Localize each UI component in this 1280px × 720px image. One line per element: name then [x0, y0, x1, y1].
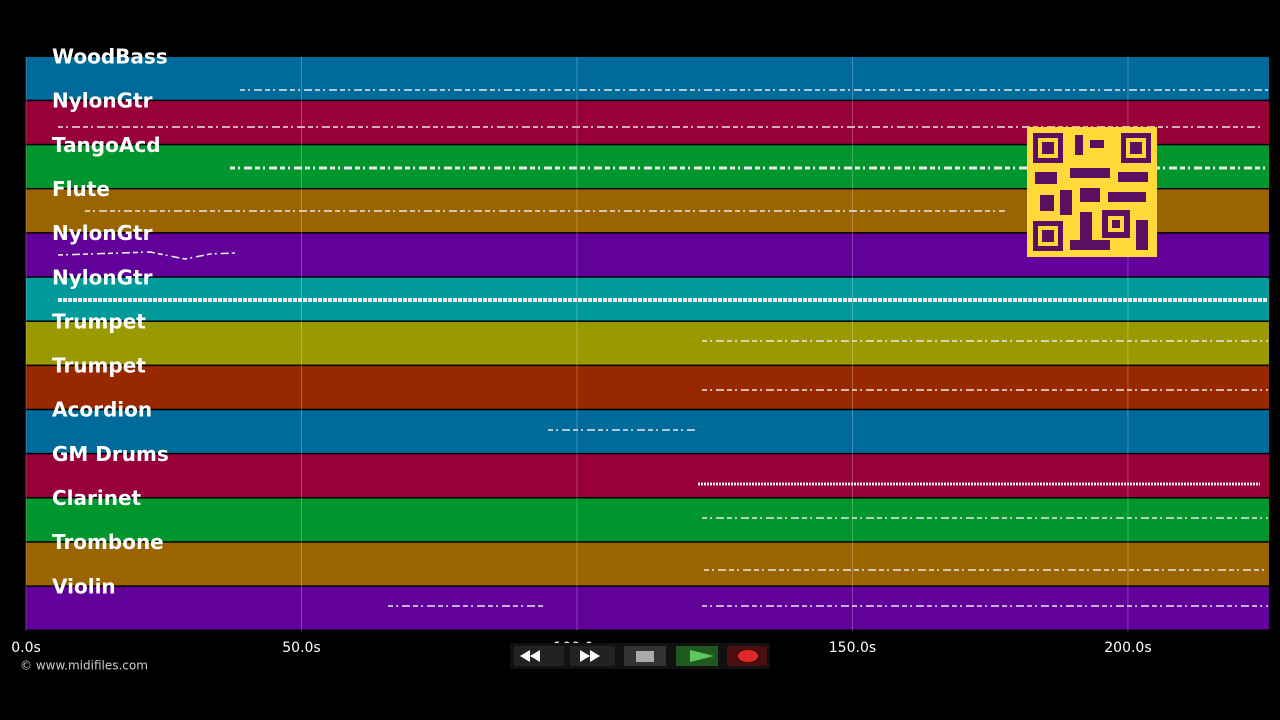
track-name: Trumpet: [52, 354, 146, 378]
track-name: Flute: [52, 177, 110, 201]
forward-button[interactable]: [570, 646, 615, 666]
track-name: Violin: [52, 574, 116, 598]
play-button[interactable]: [676, 646, 718, 666]
track-name: NylonGtr: [52, 89, 153, 113]
track-name: Trumpet: [52, 309, 146, 333]
time-tick-label: 50.0s: [282, 640, 320, 656]
track-name: WoodBass: [52, 45, 168, 69]
track-row: [26, 321, 1269, 365]
track-name: NylonGtr: [52, 221, 153, 245]
time-tick-label: 150.0s: [829, 640, 876, 656]
track-name: TangoAcd: [52, 133, 161, 157]
time-tick-label: 200.0s: [1104, 640, 1151, 656]
track-name: Trombone: [52, 530, 164, 554]
track-name: Acordion: [52, 398, 152, 422]
track-row: [26, 57, 1269, 100]
record-button[interactable]: [727, 646, 767, 666]
track-labels: WoodBass NylonGtr TangoAcd Flute NylonGtr Nyl…: [52, 45, 169, 599]
track-row: [26, 498, 1269, 542]
track-row: [26, 366, 1269, 409]
note-track: [57, 251, 236, 260]
transport-controls: [510, 643, 770, 669]
time-grid: [25, 57, 1129, 631]
track-row: [26, 277, 1269, 321]
track-row: [26, 410, 1269, 453]
time-tick-label: 0.0s: [11, 640, 41, 656]
track-name: NylonGtr: [52, 265, 153, 289]
track-name: GM Drums: [52, 442, 169, 466]
stop-button[interactable]: [624, 646, 666, 666]
track-row: [26, 454, 1269, 498]
qr-code: [1027, 127, 1157, 257]
track-row: [26, 586, 1269, 630]
rewind-button[interactable]: [514, 646, 564, 666]
track-row: [26, 542, 1269, 586]
track-name: Clarinet: [52, 486, 142, 510]
credit: © www.midifiles.com: [20, 659, 148, 673]
